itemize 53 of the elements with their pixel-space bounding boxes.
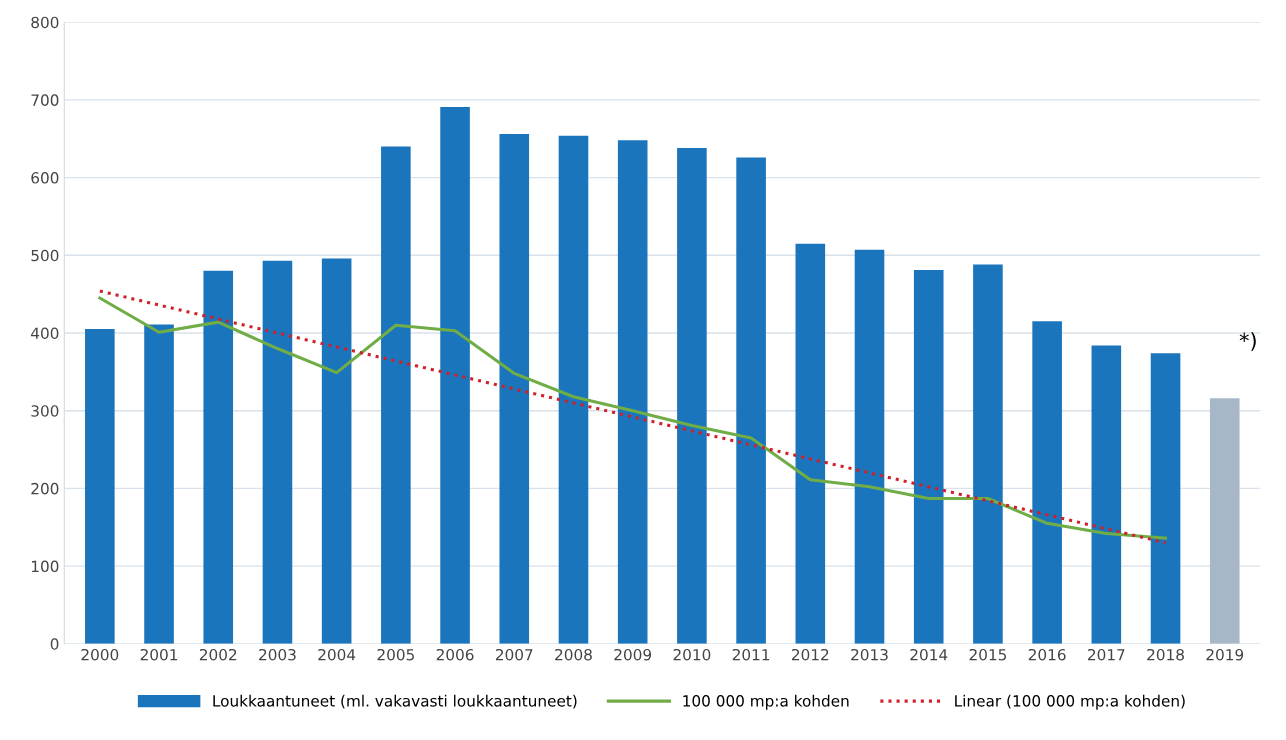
x-tick-label: 2008: [555, 648, 592, 661]
x-tick-label: 2006: [436, 648, 474, 661]
x-tick-label: 2019: [1206, 648, 1244, 661]
bar: [913, 270, 944, 644]
x-tick-label: 2010: [673, 648, 711, 661]
legend-label: 100 000 mp:a kohden: [683, 694, 849, 710]
x-tick-label: 2016: [1028, 648, 1066, 661]
bar: [854, 249, 885, 644]
bar: [1091, 345, 1122, 644]
x-tick-label: 2003: [259, 648, 296, 661]
legend-label: Linear (100 000 mp:a kohden): [955, 694, 1185, 710]
bar: [736, 157, 766, 644]
bar: [1032, 321, 1062, 644]
bar: [85, 329, 115, 644]
bar: [558, 135, 589, 644]
bar: [321, 258, 352, 644]
y-tick-label: 600: [31, 172, 59, 184]
y-tick-label: 700: [31, 94, 59, 106]
x-tick-label: 2014: [910, 648, 948, 661]
x-tick-label: 2009: [614, 648, 652, 661]
bar: [499, 134, 530, 644]
x-tick-label: 2002: [199, 648, 237, 661]
bar: [973, 264, 1003, 644]
y-tick-label: 100: [31, 560, 59, 573]
bar: [677, 148, 707, 644]
bar: [262, 260, 293, 644]
annotation: *): [1239, 332, 1256, 351]
x-tick-label: 2004: [318, 648, 356, 661]
x-tick-label: 2013: [851, 648, 888, 661]
bar: [144, 324, 174, 644]
x-tick-label: 2018: [1147, 648, 1184, 661]
bar: [1150, 353, 1181, 644]
x-tick-label: 2001: [140, 648, 178, 661]
y-tick-label: 200: [31, 482, 59, 495]
bar: [617, 140, 648, 644]
x-tick-label: 2000: [81, 648, 119, 661]
x-tick-label: 2017: [1088, 648, 1125, 661]
x-tick-label: 2005: [377, 648, 414, 661]
x-tick-label: 2011: [732, 648, 770, 661]
bar: [381, 146, 411, 644]
y-tick-label: 500: [31, 249, 59, 262]
bar: [440, 106, 470, 644]
x-tick-label: 2015: [969, 648, 1007, 661]
y-tick-label: 800: [31, 16, 59, 29]
y-tick-label: 0: [50, 638, 59, 650]
bar: [203, 270, 234, 644]
bar: [1209, 398, 1240, 644]
y-tick-label: 300: [31, 405, 59, 417]
x-tick-label: 2012: [791, 648, 829, 661]
bar: [795, 243, 826, 644]
x-tick-label: 2007: [495, 648, 533, 661]
y-tick-label: 400: [31, 327, 59, 340]
legend-label: Loukkaantuneet (ml. vakavasti loukkaantuneet): [213, 694, 577, 709]
